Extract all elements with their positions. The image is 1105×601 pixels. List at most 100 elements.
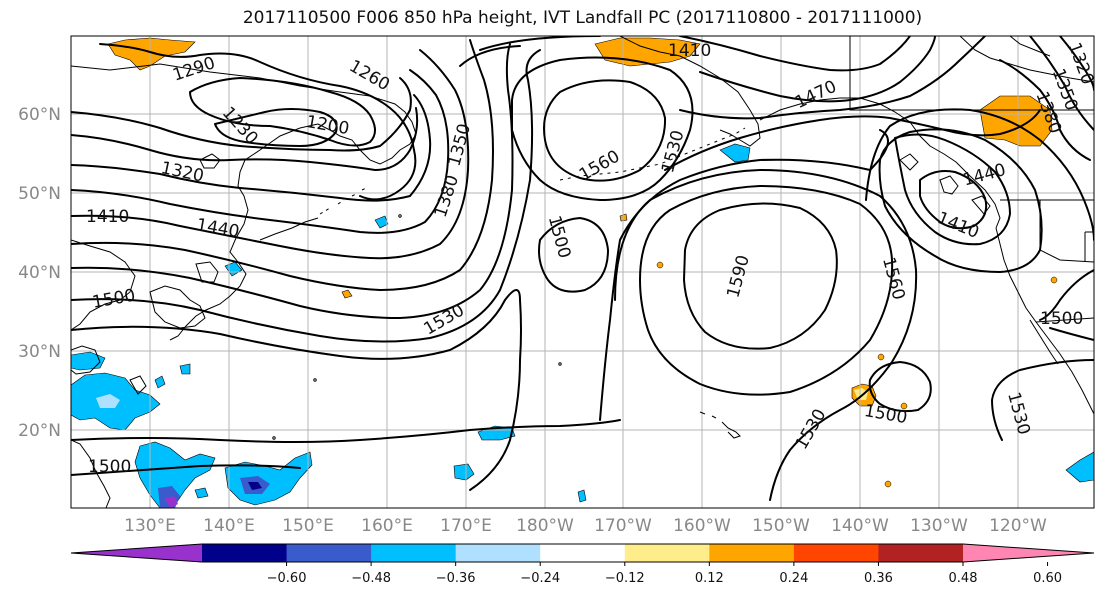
height-contours [71, 36, 1094, 501]
height-contour [868, 361, 932, 413]
ivt-negative-region [1065, 451, 1094, 483]
height-contour [538, 217, 609, 293]
height-contour [614, 169, 918, 501]
longitude-label: 140°E [203, 516, 255, 536]
longitude-label: 150°E [282, 516, 334, 536]
coastline [899, 153, 919, 171]
border [1035, 317, 1094, 323]
height-contour [71, 43, 514, 319]
longitude-label: 160°E [361, 516, 413, 536]
island [398, 214, 402, 218]
contour-label: 1410 [86, 207, 129, 227]
ivt-positive-region [877, 353, 885, 361]
coastline [971, 195, 991, 215]
colorbar-segment [878, 544, 964, 562]
ivt-shading [71, 37, 1094, 508]
coastline [939, 175, 959, 195]
ivt-negative-region [165, 496, 178, 508]
contour-label: 1350 [445, 122, 476, 169]
height-contour [543, 79, 667, 182]
ivt-positive-region [341, 289, 353, 299]
ivt-positive-region [854, 388, 868, 400]
colorbar-segment [709, 544, 795, 562]
coastline [259, 217, 319, 241]
coastline [71, 439, 111, 508]
contour-label: 1500 [88, 457, 131, 477]
contour-label: 1530 [792, 406, 831, 453]
ivt-negative-region [179, 363, 191, 375]
height-contour [1059, 36, 1094, 91]
island [558, 362, 562, 366]
colorbar-segment [540, 544, 626, 562]
latitude-label: 20°N [18, 421, 61, 441]
height-contour [71, 419, 621, 443]
colorbar-segment [371, 544, 457, 562]
height-contour [71, 39, 494, 291]
height-contour [999, 59, 1091, 161]
colorbar-tick-label: 0.36 [864, 571, 893, 586]
colorbar-tick-label: −0.24 [520, 571, 560, 586]
coastline [619, 36, 761, 147]
map-title: 2017110500 F006 850 hPa height, IVT Land… [242, 8, 923, 28]
border [849, 36, 1094, 111]
longitude-label: 150°W [752, 516, 810, 536]
border [1039, 200, 1094, 263]
ivt-negative-region [374, 215, 389, 229]
latitude-axis: 60°N 50°N 40°N 30°N 20°N [18, 105, 61, 441]
longitude-label: 170°E [440, 516, 492, 536]
border [1084, 231, 1094, 262]
map-frame [70, 35, 1095, 509]
contour-label: 1290 [170, 53, 217, 85]
coastline [959, 36, 1094, 83]
height-contour [679, 36, 986, 120]
colorbar-segment [793, 544, 879, 562]
colorbar-extend-high [963, 544, 1094, 562]
ivt-positive-region [107, 37, 196, 71]
ivt-positive-region [1050, 276, 1058, 284]
colorbar-segment [455, 544, 541, 562]
height-contour [71, 464, 301, 476]
coastline [1029, 319, 1059, 365]
contour-label: 1320 [159, 158, 205, 187]
height-contour [99, 43, 417, 201]
ivt-positive-region [900, 402, 908, 410]
longitude-label: 130°W [910, 516, 968, 536]
height-contour [71, 107, 419, 171]
ivt-negative-region [577, 489, 587, 503]
colorbar-tick-label: 0.60 [1033, 571, 1062, 586]
colorbar-segment [202, 544, 288, 562]
longitude-axis: 130°E 140°E 150°E 160°E 170°E 180°W 170°… [124, 516, 1047, 536]
colorbar-outline [70, 543, 1095, 563]
island [313, 378, 317, 382]
coastline [71, 345, 101, 375]
colorbar-tick-label: −0.12 [605, 571, 645, 586]
longitude-label: 180°W [516, 516, 574, 536]
contour-label: 1410 [934, 208, 982, 243]
contour-label: 1590 [723, 253, 754, 300]
height-contour [664, 109, 1041, 171]
longitude-label: 120°W [989, 516, 1047, 536]
height-contour [991, 359, 1094, 441]
height-contour [1029, 36, 1094, 131]
ivt-negative-region [154, 375, 166, 389]
longitude-label: 160°W [673, 516, 731, 536]
contour-label: 1500 [91, 286, 137, 313]
height-contour [71, 94, 432, 202]
island [272, 436, 276, 440]
coastline [199, 153, 221, 169]
ivt-negative-region [194, 487, 209, 499]
island-chain [559, 127, 746, 181]
coastlines [71, 36, 1094, 508]
longitude-label: 130°E [124, 516, 176, 536]
ivt-negative-region [453, 463, 475, 481]
island-chain [699, 411, 741, 439]
colorbar-extend-low [71, 544, 202, 562]
colorbar-segment [624, 544, 710, 562]
coastline [195, 261, 219, 283]
coastline [71, 239, 136, 331]
height-contour [1039, 269, 1094, 341]
contour-label: 1440 [961, 160, 1008, 191]
contour-label: 1560 [878, 255, 909, 302]
height-contour [459, 36, 936, 103]
contour-label: 1410 [668, 41, 711, 61]
